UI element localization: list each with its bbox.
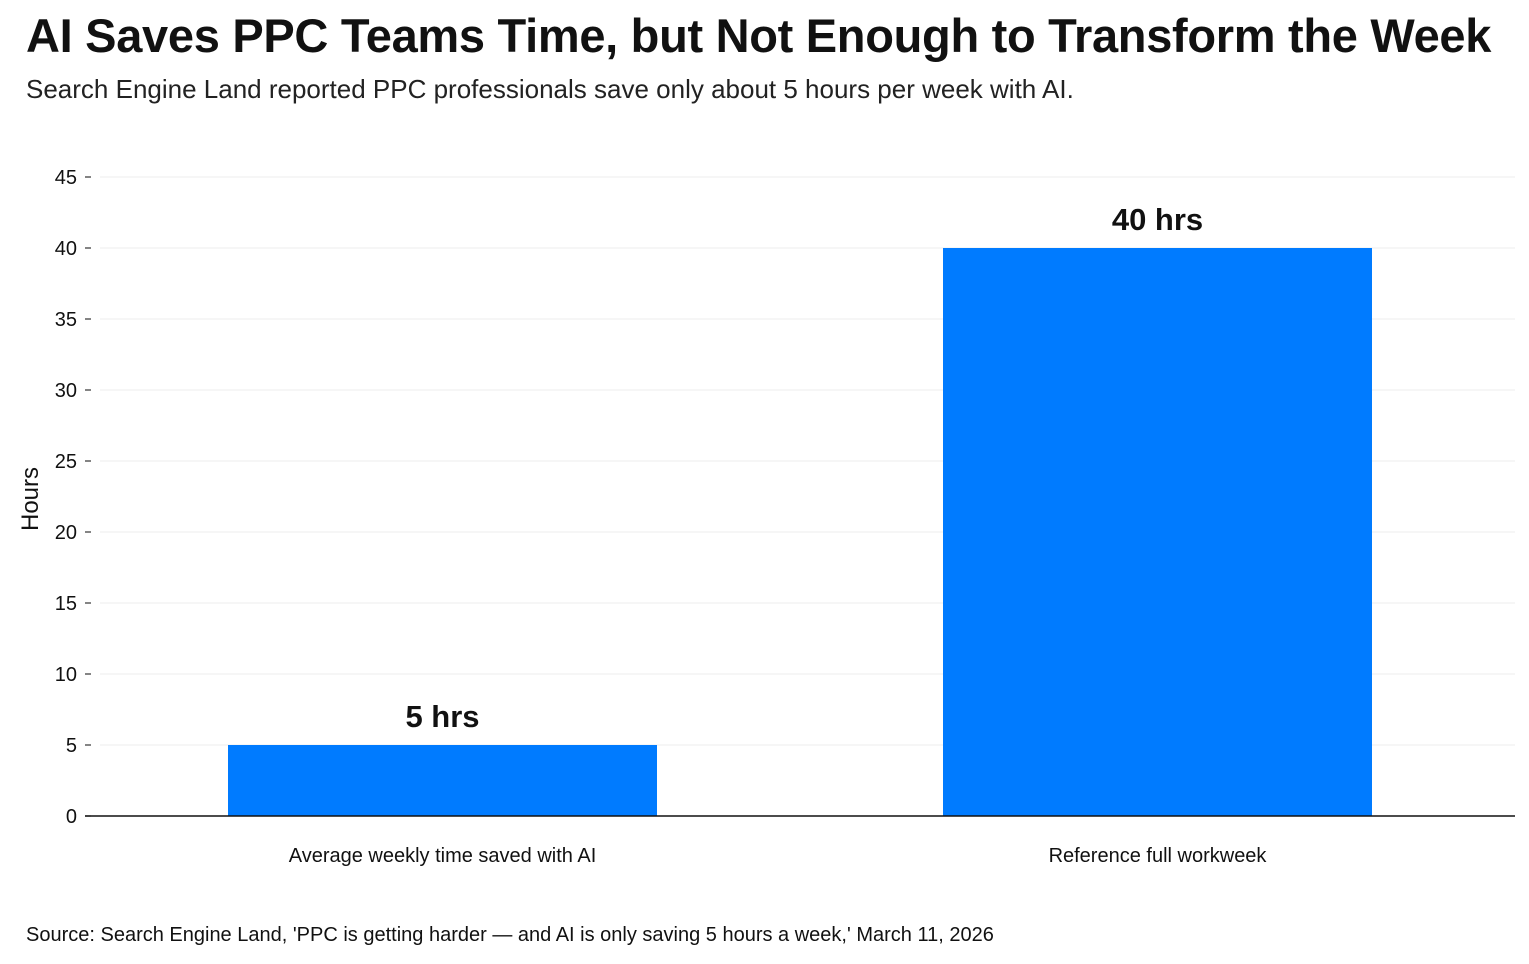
- y-tick-label: 45: [55, 167, 77, 189]
- bar-value-label: 5 hrs: [405, 699, 479, 734]
- chart-subtitle: Search Engine Land reported PPC professi…: [26, 74, 1074, 104]
- y-tick-label: 25: [55, 451, 77, 473]
- y-tick-label: 10: [55, 664, 77, 686]
- data-labels: 5 hrs 40 hrs: [405, 202, 1203, 734]
- y-tick-label: 30: [55, 380, 77, 402]
- bar: [943, 248, 1372, 816]
- bars: [228, 248, 1372, 816]
- x-axis: Average weekly time saved with AI Referen…: [85, 815, 1515, 867]
- x-tick-label: Reference full workweek: [1049, 845, 1268, 867]
- y-tick-label: 5: [66, 735, 77, 757]
- y-axis-title: Hours: [17, 467, 44, 531]
- bar: [228, 745, 657, 816]
- y-tick-label: 40: [55, 238, 77, 260]
- y-tick-label: 0: [66, 806, 77, 828]
- x-tick-label: Average weekly time saved with AI: [289, 845, 597, 867]
- y-tick-label: 20: [55, 522, 77, 544]
- bar-value-label: 40 hrs: [1112, 202, 1203, 237]
- chart-title: AI Saves PPC Teams Time, but Not Enough …: [26, 9, 1492, 62]
- y-tick-label: 15: [55, 593, 77, 615]
- y-tick-label: 35: [55, 309, 77, 331]
- y-axis: 0 5 10 15 20 25 30 35 40 45: [55, 167, 91, 828]
- source-note: Source: Search Engine Land, 'PPC is gett…: [26, 924, 994, 946]
